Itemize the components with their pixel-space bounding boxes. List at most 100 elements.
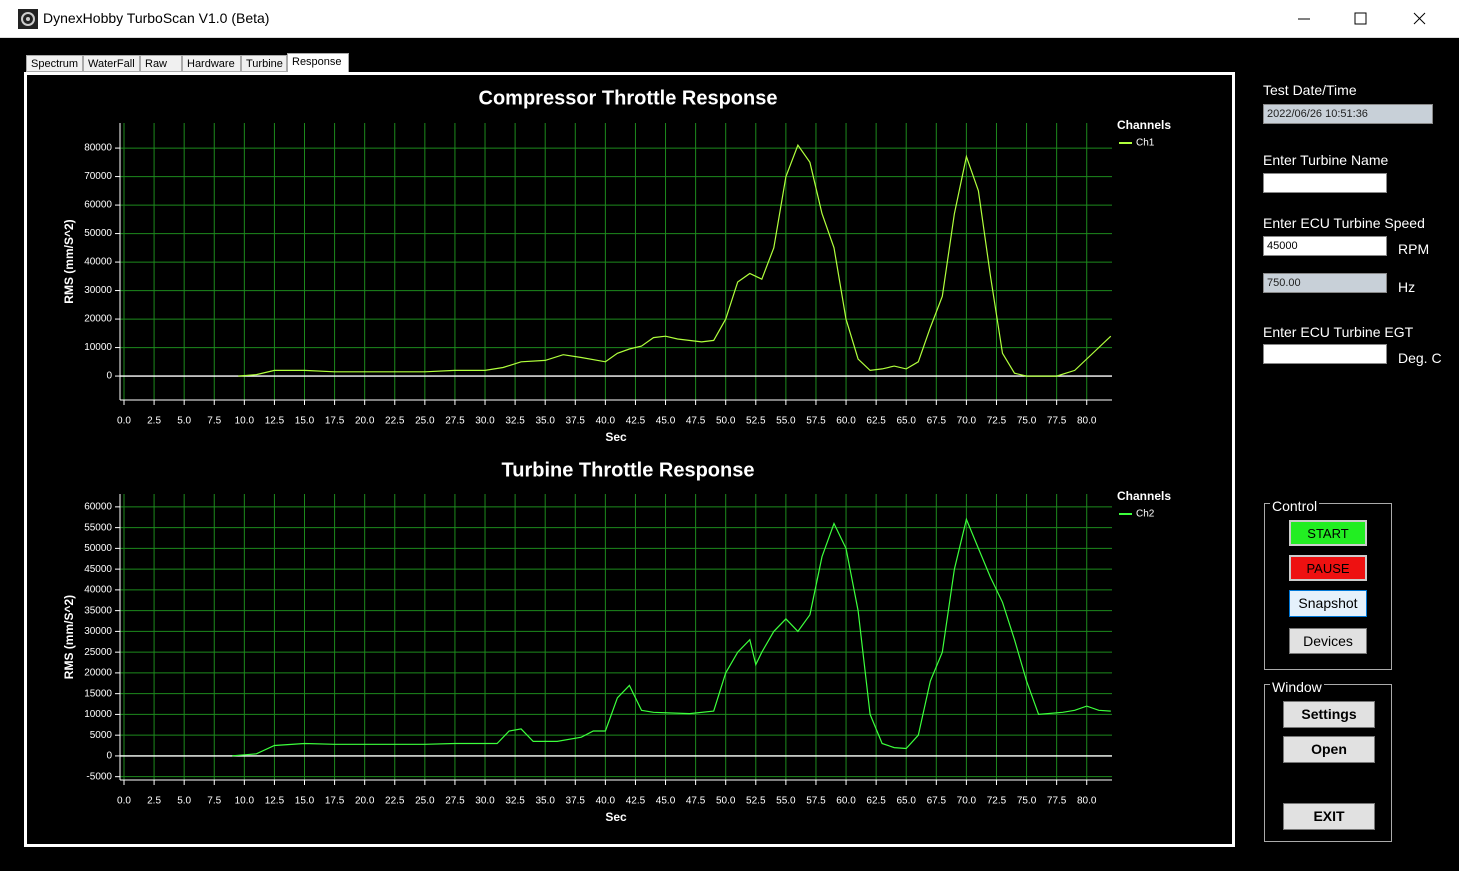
- x-tick-label: 57.5: [806, 416, 826, 427]
- group-title: Control: [1270, 498, 1320, 514]
- x-tick-label: 72.5: [987, 416, 1007, 427]
- label: Enter Turbine Name: [1263, 152, 1389, 168]
- x-axis-label: Sec: [605, 810, 627, 824]
- rpm-input[interactable]: 45000: [1263, 236, 1387, 256]
- x-tick-label: 52.5: [746, 416, 766, 427]
- x-tick-label: 55.0: [776, 796, 796, 807]
- x-axis-label: Sec: [605, 430, 627, 444]
- y-tick-label: 60000: [84, 200, 112, 211]
- y-axis-label: RMS (mm/S^2): [62, 219, 76, 303]
- x-tick-label: 12.5: [265, 416, 285, 427]
- x-tick-label: 30.0: [475, 416, 495, 427]
- window-controls[interactable]: [1290, 8, 1440, 30]
- x-tick-label: 22.5: [385, 796, 405, 807]
- label: Enter ECU Turbine EGT: [1263, 324, 1414, 340]
- x-tick-label: 52.5: [746, 796, 766, 807]
- x-tick-label: 60.0: [836, 796, 856, 807]
- x-tick-label: 77.5: [1047, 416, 1067, 427]
- start-button[interactable]: START: [1289, 520, 1367, 546]
- x-tick-label: 12.5: [265, 796, 285, 807]
- y-tick-label: 70000: [84, 171, 112, 182]
- settings-button[interactable]: Settings: [1283, 701, 1375, 728]
- legend-title: Channels: [1117, 489, 1171, 503]
- window-group: [1264, 684, 1392, 842]
- snapshot-button[interactable]: Snapshot: [1289, 590, 1367, 617]
- label: Enter ECU Turbine Speed: [1263, 215, 1425, 231]
- devices-button[interactable]: Devices: [1289, 628, 1367, 654]
- egt-input[interactable]: [1263, 344, 1387, 364]
- exit-button[interactable]: EXIT: [1283, 803, 1375, 830]
- x-tick-label: 47.5: [686, 416, 706, 427]
- datetime-field: 2022/06/26 10:51:36: [1263, 104, 1433, 124]
- x-tick-label: 57.5: [806, 796, 826, 807]
- x-tick-label: 45.0: [656, 796, 676, 807]
- y-tick-label: 30000: [84, 626, 112, 637]
- x-tick-label: 42.5: [626, 416, 646, 427]
- x-tick-label: 0.0: [117, 416, 131, 427]
- x-tick-label: 5.0: [177, 416, 191, 427]
- x-tick-label: 20.0: [355, 416, 375, 427]
- x-tick-label: 0.0: [117, 796, 131, 807]
- x-tick-label: 7.5: [207, 796, 221, 807]
- label: Test Date/Time: [1263, 82, 1357, 98]
- x-tick-label: 62.5: [866, 416, 886, 427]
- x-tick-label: 50.0: [716, 416, 736, 427]
- x-tick-label: 10.0: [235, 416, 255, 427]
- x-tick-label: 40.0: [596, 796, 616, 807]
- tab[interactable]: WaterFall: [83, 55, 140, 72]
- x-tick-label: 17.5: [325, 416, 345, 427]
- series-line: [232, 517, 1111, 757]
- x-tick-label: 45.0: [656, 416, 676, 427]
- x-tick-label: 77.5: [1047, 796, 1067, 807]
- x-tick-label: 47.5: [686, 796, 706, 807]
- turbine-name-input[interactable]: [1263, 173, 1387, 193]
- y-tick-label: 0: [106, 371, 112, 382]
- x-tick-label: 65.0: [896, 416, 916, 427]
- tab-selected[interactable]: Response: [287, 53, 349, 73]
- x-tick-label: 80.0: [1077, 416, 1097, 427]
- hz-field: 750.00: [1263, 273, 1387, 293]
- tab[interactable]: Spectrum: [26, 55, 83, 72]
- y-tick-label: 10000: [84, 342, 112, 353]
- x-tick-label: 22.5: [385, 416, 405, 427]
- y-tick-label: 55000: [84, 522, 112, 533]
- y-axis-label: RMS (mm/S^2): [62, 595, 76, 679]
- group-title: Window: [1270, 679, 1324, 695]
- y-tick-label: 50000: [84, 228, 112, 239]
- x-tick-label: 50.0: [716, 796, 736, 807]
- y-tick-label: 80000: [84, 143, 112, 154]
- x-tick-label: 62.5: [866, 796, 886, 807]
- legend-title: Channels: [1117, 118, 1171, 132]
- x-tick-label: 70.0: [957, 796, 977, 807]
- x-tick-label: 40.0: [596, 416, 616, 427]
- x-tick-label: 10.0: [235, 796, 255, 807]
- x-tick-label: 5.0: [177, 796, 191, 807]
- pause-button[interactable]: PAUSE: [1289, 555, 1367, 581]
- x-tick-label: 30.0: [475, 796, 495, 807]
- app-icon: [18, 9, 38, 29]
- x-tick-label: 35.0: [535, 416, 555, 427]
- y-tick-label: 45000: [84, 564, 112, 575]
- y-tick-label: 0: [106, 751, 112, 762]
- x-tick-label: 25.0: [415, 796, 435, 807]
- x-tick-label: 35.0: [535, 796, 555, 807]
- x-tick-label: 37.5: [566, 796, 586, 807]
- x-tick-label: 80.0: [1077, 796, 1097, 807]
- x-tick-label: 42.5: [626, 796, 646, 807]
- unit: Deg. C: [1398, 350, 1442, 366]
- y-tick-label: 40000: [84, 257, 112, 268]
- tab[interactable]: Hardware: [182, 55, 241, 72]
- y-tick-label: 60000: [84, 502, 112, 513]
- x-tick-label: 7.5: [207, 416, 221, 427]
- x-tick-label: 37.5: [566, 416, 586, 427]
- chart-title: Compressor Throttle Response: [479, 87, 778, 109]
- unit: RPM: [1398, 241, 1430, 257]
- open-button[interactable]: Open: [1283, 736, 1375, 763]
- x-tick-label: 60.0: [836, 416, 856, 427]
- y-tick-label: 20000: [84, 314, 112, 325]
- tab[interactable]: Turbine: [241, 55, 287, 72]
- tab[interactable]: Raw: [140, 55, 182, 72]
- y-tick-label: 5000: [90, 730, 113, 741]
- title-bar: DynexHobby TurboScan V1.0 (Beta): [0, 0, 1459, 38]
- x-tick-label: 15.0: [295, 796, 315, 807]
